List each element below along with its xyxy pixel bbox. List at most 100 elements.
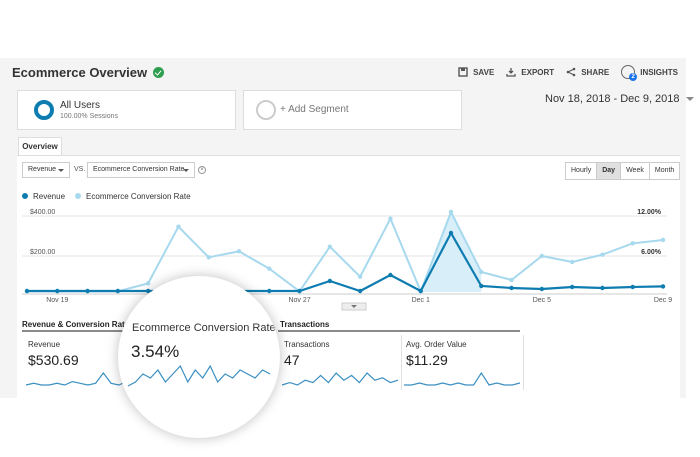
granularity-week[interactable]: Week xyxy=(620,162,650,180)
page-title: Ecommerce Overview xyxy=(12,64,148,80)
share-icon xyxy=(566,67,576,77)
revenue-point xyxy=(85,288,90,294)
x-tick-label: Dec 5 xyxy=(533,297,551,304)
metrics-heading-revenue-conversion: Revenue & Conversion Rate xyxy=(22,320,130,329)
segment-all-users[interactable]: All Users 100.00% Sessions xyxy=(17,90,236,130)
revenue-point xyxy=(327,278,333,284)
insights-icon: 2 xyxy=(621,65,638,81)
metric-revenue-label: Revenue xyxy=(28,340,61,349)
legend-revenue-label: Revenue xyxy=(33,192,66,201)
share-label: SHARE xyxy=(581,67,610,77)
sparkline-path xyxy=(127,364,271,387)
revenue-point xyxy=(448,230,454,236)
date-range-label: Nov 18, 2018 - Dec 9, 2018 xyxy=(545,93,680,105)
chart-legend: Revenue Ecommerce Conversion Rate xyxy=(22,192,191,201)
metric-transactions[interactable]: Transactions 47 xyxy=(278,335,402,390)
revenue-point xyxy=(509,285,514,291)
metric-aov-value: $11.29 xyxy=(406,352,448,368)
segment-ring-icon xyxy=(34,100,54,120)
magnifier-conversion-rate: Ecommerce Conversion Rate 3.54% xyxy=(118,276,280,438)
metric-aov-label: Avg. Order Value xyxy=(406,340,467,349)
metric-avg-order-value[interactable]: Avg. Order Value $11.29 xyxy=(400,335,524,390)
conversion-point xyxy=(145,281,151,286)
revenue-point xyxy=(267,288,272,294)
conversion-point xyxy=(509,277,514,283)
chevron-down-icon xyxy=(685,97,694,101)
export-icon xyxy=(506,67,516,77)
granularity-month[interactable]: Month xyxy=(648,162,681,180)
save-label: SAVE xyxy=(473,67,495,77)
save-button[interactable]: SAVE xyxy=(458,67,494,77)
loupe-conversion-value: 3.54% xyxy=(131,342,180,361)
legend-revenue-swatch xyxy=(22,193,28,199)
share-button[interactable]: SHARE xyxy=(566,67,609,77)
metric-transactions-value: 47 xyxy=(284,352,300,368)
page-header: Ecommerce Overview SAVE EXPORT SHARE 2 I… xyxy=(0,58,686,86)
aov-sparkline xyxy=(404,371,521,386)
legend-conversion[interactable]: Ecommerce Conversion Rate xyxy=(75,192,191,201)
export-label: EXPORT xyxy=(521,67,555,77)
revenue-point xyxy=(630,284,635,290)
metric-transactions-label: Transactions xyxy=(284,340,330,349)
clear-comparison-icon[interactable]: × xyxy=(198,166,206,174)
export-button[interactable]: EXPORT xyxy=(506,67,554,77)
revenue-point xyxy=(388,272,393,278)
conversion-point xyxy=(448,209,454,215)
chevron-down-icon xyxy=(58,169,64,172)
revenue-point xyxy=(115,288,121,294)
highlight-area xyxy=(420,212,482,292)
conversion-point xyxy=(327,244,333,249)
granularity-toggle: Hourly Day Week Month xyxy=(565,162,681,180)
chevron-down-icon xyxy=(351,305,357,308)
insights-badge: 2 xyxy=(629,73,638,81)
conversion-point xyxy=(236,249,242,254)
conversion-point xyxy=(539,253,545,259)
revenue-point xyxy=(24,288,30,294)
legend-conversion-label: Ecommerce Conversion Rate xyxy=(86,192,191,201)
revenue-point xyxy=(479,283,484,289)
add-segment-button[interactable]: + Add Segment xyxy=(243,90,462,130)
conversion-point xyxy=(206,255,211,260)
x-tick-label: Dec 9 xyxy=(654,297,672,304)
metric2-select[interactable]: Ecommerce Conversion Rate xyxy=(87,162,195,178)
insights-label: INSIGHTS xyxy=(640,67,678,77)
conversion-point xyxy=(569,259,575,265)
chevron-down-icon xyxy=(183,169,189,172)
conversion-point xyxy=(479,269,484,275)
metrics-heading-transactions: Transactions xyxy=(280,320,330,329)
main-line-chart: $400.00 $200.00 12.00% 6.00% Nov 19 Nov 27 Dec… xyxy=(22,209,672,311)
legend-revenue[interactable]: Revenue xyxy=(22,192,65,201)
conversion-point xyxy=(357,274,363,279)
segment-title: All Users xyxy=(60,100,101,111)
conversion-point xyxy=(660,237,666,243)
verified-check-icon xyxy=(153,66,165,78)
metric1-select[interactable]: Revenue xyxy=(22,162,70,178)
granularity-hourly[interactable]: Hourly xyxy=(565,162,598,180)
y-left-tick-label: $200.00 xyxy=(30,249,55,256)
sparkline-path xyxy=(281,372,399,386)
x-tick-label: Nov 27 xyxy=(288,297,310,304)
conversion-sparkline xyxy=(127,364,271,387)
tab-overview[interactable]: Overview xyxy=(18,137,62,155)
conversion-point xyxy=(388,216,393,221)
loupe-conversion-label: Ecommerce Conversion Rate xyxy=(132,322,276,334)
save-icon xyxy=(458,67,468,77)
transactions-sparkline xyxy=(281,372,399,386)
sparkline-path xyxy=(404,371,521,386)
revenue-point xyxy=(55,288,60,294)
add-segment-label: + Add Segment xyxy=(280,104,349,115)
revenue-point xyxy=(660,284,666,289)
y-right-tick-label: 12.00% xyxy=(637,209,662,216)
y-right-tick-label: 6.00% xyxy=(641,249,662,256)
revenue-point xyxy=(569,284,575,290)
conversion-point xyxy=(600,252,605,257)
revenue-point xyxy=(418,288,423,294)
revenue-series-line xyxy=(27,230,664,293)
conversion-point xyxy=(176,224,181,229)
date-range-picker[interactable]: Nov 18, 2018 - Dec 9, 2018 xyxy=(545,93,694,105)
conversion-point xyxy=(267,266,272,271)
metric-revenue-value: $530.69 xyxy=(28,352,79,368)
insights-button[interactable]: 2 INSIGHTS xyxy=(621,65,678,81)
revenue-point xyxy=(297,288,302,294)
x-tick-label: Nov 19 xyxy=(46,297,68,304)
